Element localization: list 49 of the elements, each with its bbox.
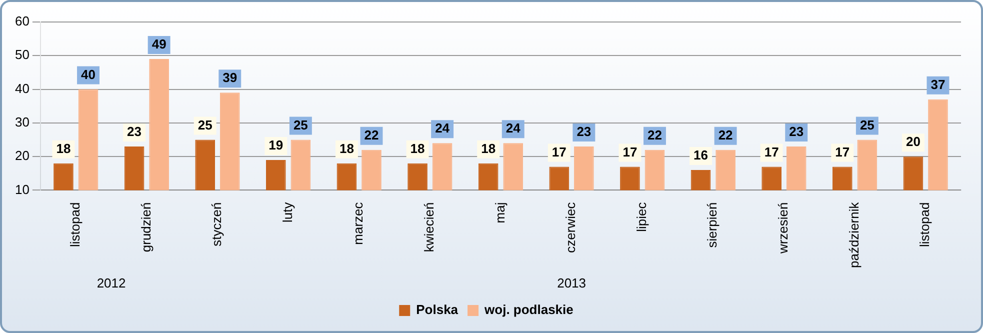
data-label: 49 [152,36,166,52]
x-tick-label: listopad [917,202,932,248]
y-tick-label: 40 [14,80,30,96]
data-label: 23 [789,124,804,140]
y-tick-label: 10 [14,182,30,197]
data-label: 17 [835,144,850,160]
data-label: 20 [906,134,920,150]
x-tick-label: styczeń [209,202,224,246]
data-label: 25 [860,117,874,132]
data-label: 16 [694,148,708,163]
x-tick-label: maj [492,202,508,224]
data-label: 17 [552,144,566,160]
text: 2013 [557,276,586,291]
data-label: 19 [268,138,284,153]
x-tick-label: grudzień [138,202,154,252]
data-label: 24 [435,120,450,136]
data-label: 24 [506,120,522,136]
data-label: 25 [293,117,308,132]
x-tick-label: lipiec [634,202,649,232]
data-label: 22 [648,127,662,142]
data-label: 23 [127,124,142,140]
x-tick-label: kwiecień [421,202,436,252]
x-tick-label: październik [846,202,862,268]
x-tick-label: listopad [67,202,82,248]
y-tick-label: 30 [14,114,30,130]
x-tick-label: sierpień [704,202,720,248]
data-label: 17 [764,144,779,160]
data-label: 22 [364,127,379,142]
data-label: 23 [576,124,592,140]
x-tick-label: czerwiec [563,202,578,253]
data-label: 39 [222,70,238,86]
data-label: 18 [339,140,354,156]
data-label: 22 [718,127,733,142]
y-tick-label: 20 [14,148,30,164]
data-label: 40 [81,66,96,82]
x-tick-label: wrzesień [776,202,791,255]
data-label: 18 [56,140,71,156]
x-tick-label: marzec [350,202,366,245]
data-label: 17 [622,144,638,160]
legend-label: Polska [416,302,459,318]
data-label: 37 [930,76,946,92]
data-label: 25 [198,117,212,132]
x-tick-label: luty [280,202,295,222]
text: 2012 [96,276,126,291]
y-tick-label: 50 [14,47,30,62]
data-label: 18 [410,140,425,156]
legend-label: woj. podlaskie [484,302,574,318]
y-tick-label: 60 [14,14,30,29]
data-label: 18 [481,140,496,156]
